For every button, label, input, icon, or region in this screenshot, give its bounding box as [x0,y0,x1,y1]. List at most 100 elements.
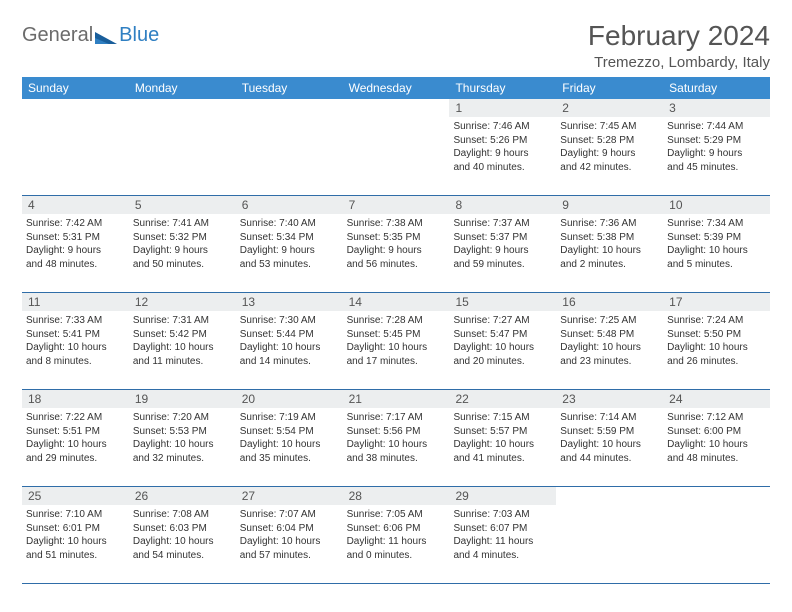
sunset-text: Sunset: 5:44 PM [240,328,339,342]
day-number [556,487,663,505]
day-number: 21 [343,390,450,408]
daylight-text-1: Daylight: 10 hours [560,438,659,452]
page-header: General Blue February 2024 Tremezzo, Lom… [22,20,770,71]
day-number: 23 [556,390,663,408]
daylight-text-2: and 42 minutes. [560,161,659,175]
day-number-row: 2526272829 [22,487,770,505]
daylight-text-1: Daylight: 10 hours [347,438,446,452]
sunset-text: Sunset: 6:03 PM [133,522,232,536]
daylight-text-1: Daylight: 9 hours [560,147,659,161]
day-cell: Sunrise: 7:38 AMSunset: 5:35 PMDaylight:… [343,214,450,292]
sunset-text: Sunset: 5:28 PM [560,134,659,148]
sunrise-text: Sunrise: 7:41 AM [133,217,232,231]
daylight-text-1: Daylight: 10 hours [560,244,659,258]
daylight-text-2: and 4 minutes. [453,549,552,563]
daylight-text-2: and 0 minutes. [347,549,446,563]
sunrise-text: Sunrise: 7:42 AM [26,217,125,231]
week-row: Sunrise: 7:33 AMSunset: 5:41 PMDaylight:… [22,311,770,390]
day-number: 5 [129,196,236,214]
daylight-text-2: and 40 minutes. [453,161,552,175]
daylight-text-1: Daylight: 10 hours [133,535,232,549]
daylight-text-2: and 32 minutes. [133,452,232,466]
sunrise-text: Sunrise: 7:14 AM [560,411,659,425]
day-number: 24 [663,390,770,408]
sunset-text: Sunset: 5:45 PM [347,328,446,342]
daylight-text-2: and 17 minutes. [347,355,446,369]
day-number: 6 [236,196,343,214]
day-cell [129,117,236,195]
day-number-row: 123 [22,99,770,117]
sunset-text: Sunset: 5:42 PM [133,328,232,342]
sunset-text: Sunset: 5:39 PM [667,231,766,245]
daylight-text-2: and 59 minutes. [453,258,552,272]
day-number: 7 [343,196,450,214]
logo-text-general: General [22,24,93,47]
daylight-text-1: Daylight: 10 hours [133,438,232,452]
day-cell [556,505,663,583]
sunset-text: Sunset: 5:35 PM [347,231,446,245]
day-number: 20 [236,390,343,408]
daylight-text-1: Daylight: 10 hours [453,438,552,452]
day-cell: Sunrise: 7:08 AMSunset: 6:03 PMDaylight:… [129,505,236,583]
title-block: February 2024 Tremezzo, Lombardy, Italy [588,20,770,71]
sunset-text: Sunset: 5:56 PM [347,425,446,439]
day-cell: Sunrise: 7:30 AMSunset: 5:44 PMDaylight:… [236,311,343,389]
day-number: 1 [449,99,556,117]
sunrise-text: Sunrise: 7:19 AM [240,411,339,425]
sunrise-text: Sunrise: 7:15 AM [453,411,552,425]
sunrise-text: Sunrise: 7:30 AM [240,314,339,328]
daylight-text-1: Daylight: 9 hours [453,244,552,258]
daylight-text-2: and 23 minutes. [560,355,659,369]
daylight-text-1: Daylight: 10 hours [560,341,659,355]
day-cell: Sunrise: 7:14 AMSunset: 5:59 PMDaylight:… [556,408,663,486]
daylight-text-2: and 57 minutes. [240,549,339,563]
logo-triangle-icon [95,28,117,44]
daylight-text-1: Daylight: 10 hours [667,438,766,452]
sunrise-text: Sunrise: 7:28 AM [347,314,446,328]
daylight-text-1: Daylight: 10 hours [240,535,339,549]
day-cell [663,505,770,583]
daylight-text-2: and 48 minutes. [667,452,766,466]
sunset-text: Sunset: 5:32 PM [133,231,232,245]
day-cell [343,117,450,195]
sunset-text: Sunset: 5:31 PM [26,231,125,245]
sunset-text: Sunset: 5:29 PM [667,134,766,148]
day-number [663,487,770,505]
sunrise-text: Sunrise: 7:40 AM [240,217,339,231]
day-cell: Sunrise: 7:07 AMSunset: 6:04 PMDaylight:… [236,505,343,583]
day-number-row: 45678910 [22,196,770,214]
day-cell: Sunrise: 7:46 AMSunset: 5:26 PMDaylight:… [449,117,556,195]
day-cell: Sunrise: 7:27 AMSunset: 5:47 PMDaylight:… [449,311,556,389]
day-number: 8 [449,196,556,214]
daylight-text-2: and 5 minutes. [667,258,766,272]
day-cell: Sunrise: 7:44 AMSunset: 5:29 PMDaylight:… [663,117,770,195]
day-number [236,99,343,117]
day-number: 15 [449,293,556,311]
sunset-text: Sunset: 5:34 PM [240,231,339,245]
sunrise-text: Sunrise: 7:08 AM [133,508,232,522]
day-cell [236,117,343,195]
day-cell: Sunrise: 7:05 AMSunset: 6:06 PMDaylight:… [343,505,450,583]
sunrise-text: Sunrise: 7:38 AM [347,217,446,231]
sunrise-text: Sunrise: 7:33 AM [26,314,125,328]
day-cell: Sunrise: 7:03 AMSunset: 6:07 PMDaylight:… [449,505,556,583]
sunrise-text: Sunrise: 7:45 AM [560,120,659,134]
calendar-page: General Blue February 2024 Tremezzo, Lom… [0,0,792,604]
day-cell: Sunrise: 7:41 AMSunset: 5:32 PMDaylight:… [129,214,236,292]
day-cell: Sunrise: 7:10 AMSunset: 6:01 PMDaylight:… [22,505,129,583]
daylight-text-1: Daylight: 10 hours [667,244,766,258]
sunset-text: Sunset: 5:51 PM [26,425,125,439]
day-cell: Sunrise: 7:25 AMSunset: 5:48 PMDaylight:… [556,311,663,389]
sunset-text: Sunset: 6:07 PM [453,522,552,536]
sunrise-text: Sunrise: 7:22 AM [26,411,125,425]
sunset-text: Sunset: 5:26 PM [453,134,552,148]
daylight-text-2: and 2 minutes. [560,258,659,272]
daylight-text-2: and 8 minutes. [26,355,125,369]
daylight-text-2: and 48 minutes. [26,258,125,272]
sunset-text: Sunset: 6:00 PM [667,425,766,439]
day-number: 4 [22,196,129,214]
weekday-header: Friday [556,77,663,99]
daylight-text-1: Daylight: 11 hours [347,535,446,549]
logo: General Blue [22,24,159,47]
sunrise-text: Sunrise: 7:03 AM [453,508,552,522]
